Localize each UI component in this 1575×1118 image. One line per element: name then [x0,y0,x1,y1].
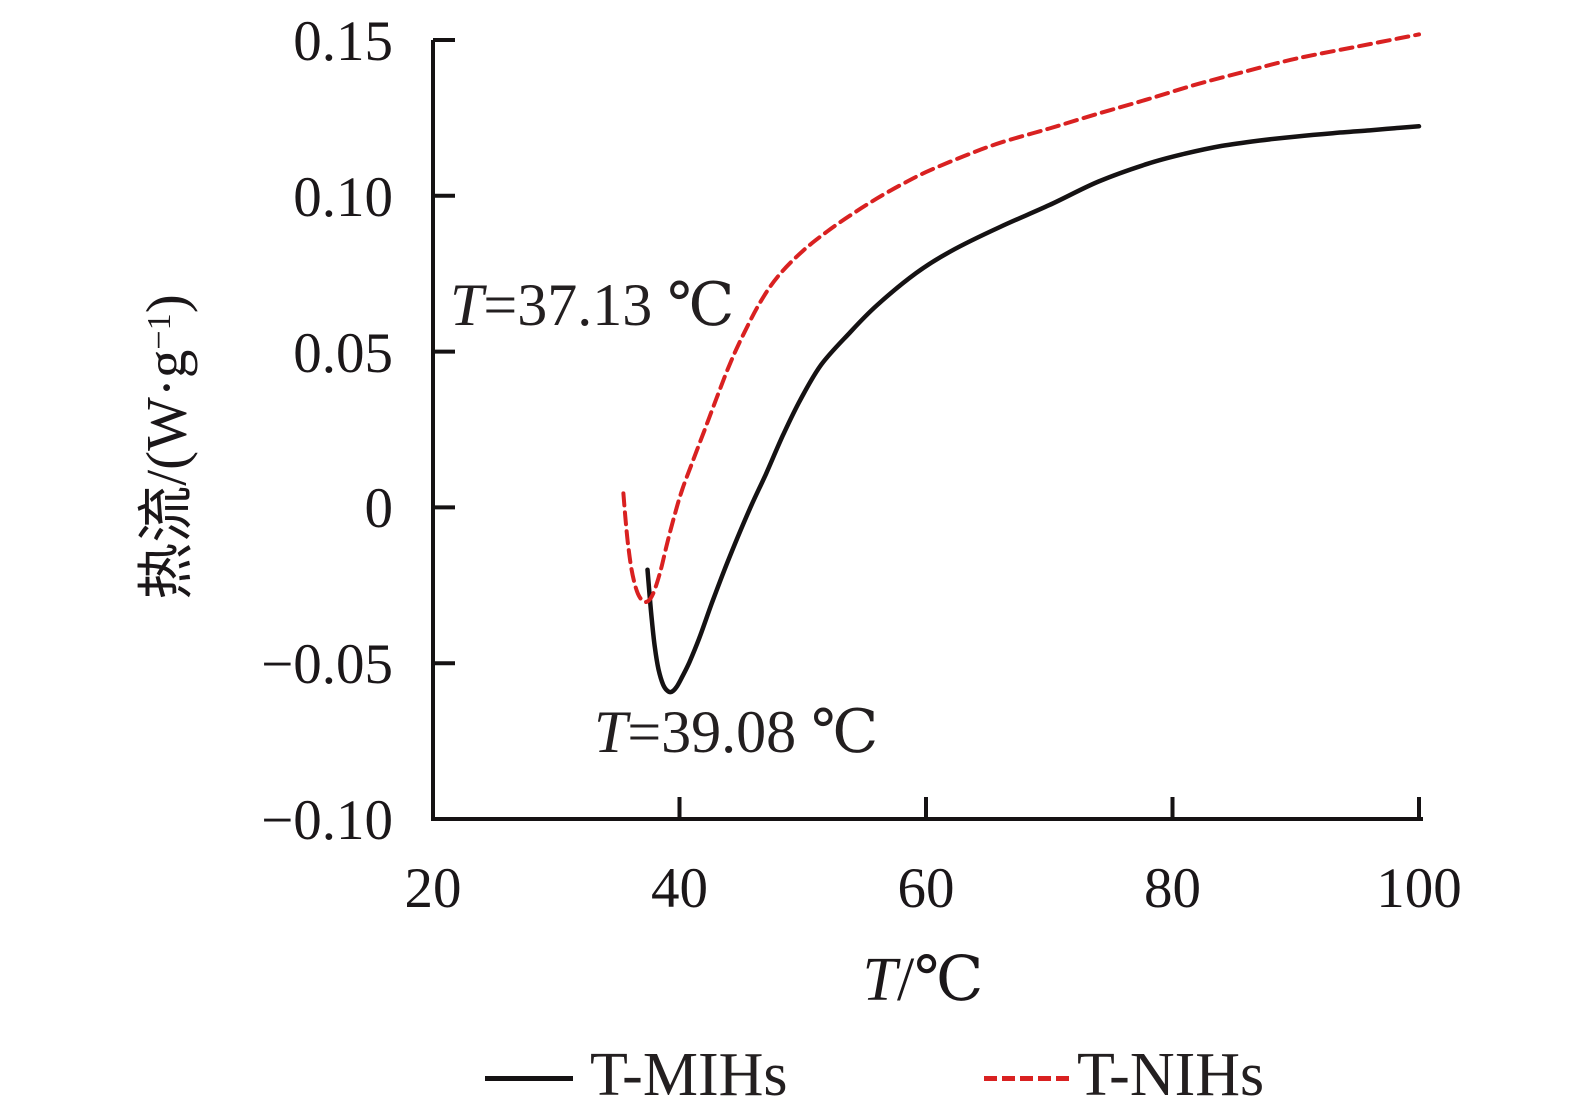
x-tick-label: 80 [1144,857,1201,920]
x-tick-label: 60 [897,857,955,920]
data-series [621,32,1422,695]
y-tick-label: 0 [364,477,394,541]
legend-label-t-nihs: T-NIHs [1077,1041,1265,1109]
axes [431,38,1423,821]
x-tick-label: 100 [1376,857,1462,920]
x-axis-title: T/℃ [862,946,984,1014]
temperature-symbol: T [862,946,897,1014]
legend-line-solid [485,1076,573,1081]
annotation-peak-t-nihs: T=37.13 ℃ [450,271,735,338]
y-tick-label: 0.15 [293,10,393,73]
curve-t-nihs [621,32,1421,605]
x-tick-label: 20 [404,857,462,920]
x-tick-label: 40 [651,857,708,920]
legend-label-t-mihs: T-MIHs [590,1041,788,1109]
y-tick-label: −0.05 [261,633,393,697]
legend-line-dashed [984,1076,1069,1081]
annotation-peak-t-mihs: T=39.08 ℃ [593,699,879,766]
curve-t-mihs [645,124,1422,695]
y-tick-label: 0.10 [293,165,393,229]
y-tick-label: −0.10 [261,789,393,852]
y-tick-label: 0.05 [293,321,393,385]
